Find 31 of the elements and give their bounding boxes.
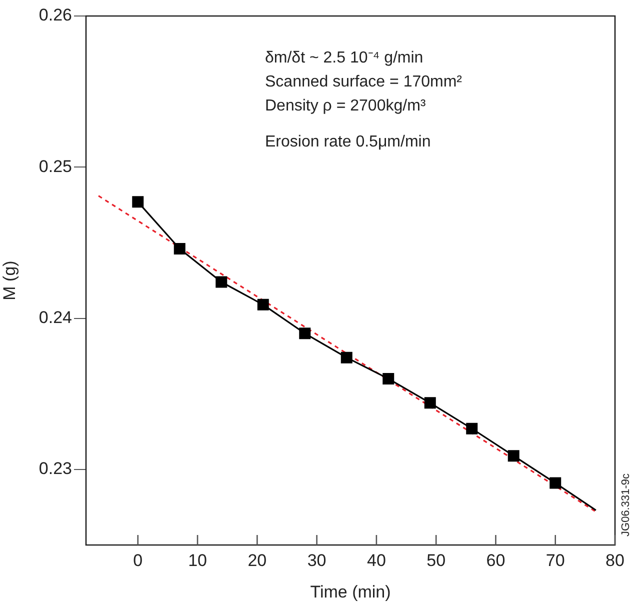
annotation: Density ρ = 2700kg/m³ [265, 97, 426, 114]
y-tick-label: 0.23 [38, 459, 72, 478]
x-tick-label: 40 [366, 550, 386, 570]
y-axis-title: M (g) [0, 260, 19, 300]
text: JG06.331-9c [620, 473, 631, 536]
point [382, 372, 394, 384]
point [340, 352, 352, 364]
point [508, 450, 520, 462]
x-tick-label: 60 [486, 550, 506, 570]
point [174, 243, 186, 255]
annotation: Erosion rate 0.5μm/min [265, 133, 431, 150]
annotation: δm/δt ~ 2.5 10⁻⁴ g/min [265, 49, 424, 66]
point [132, 196, 144, 208]
x-axis-title: Time (min) [310, 582, 391, 602]
x-tick-label: 30 [307, 550, 326, 570]
point [216, 276, 228, 288]
x-tick-label: 80 [606, 550, 624, 570]
x-tick-label: 50 [426, 550, 446, 570]
point [299, 328, 311, 340]
point [550, 477, 562, 489]
point [257, 298, 269, 310]
point [424, 397, 436, 409]
x-tick-label: 70 [546, 550, 565, 570]
annotation: Scanned surface = 170mm² [265, 73, 463, 90]
point [466, 422, 478, 434]
x-tick-label: 0 [133, 550, 143, 570]
x-tick-label: 10 [188, 550, 207, 570]
y-tick-label: 0.25 [38, 156, 72, 176]
x-tick-label: 20 [248, 550, 267, 570]
y-tick-label: 0.26 [38, 6, 72, 25]
y-tick-label: 0.24 [38, 308, 72, 327]
